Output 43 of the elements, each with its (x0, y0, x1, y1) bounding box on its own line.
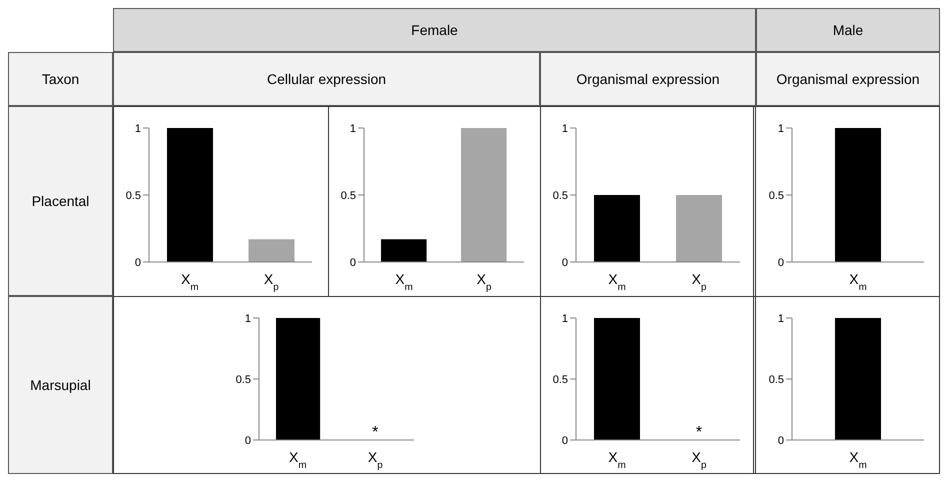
y-tick-label: 0.5 (552, 374, 568, 386)
text: Organismal expression (776, 71, 920, 87)
x-tick-label: X$_{m}$ (849, 449, 867, 470)
y-tick-label: 0 (778, 434, 784, 447)
y-tick-label: 0 (134, 256, 141, 269)
x-tick-label: X$_{p}$ (692, 271, 707, 292)
x-tick-label: X$_{p}$ (264, 271, 280, 292)
y-tick-label: 1 (350, 122, 356, 135)
text: Marsupial (30, 377, 91, 393)
text: Cellular expression (266, 71, 386, 87)
x-tick-label: X$_{p}$ (476, 271, 492, 292)
x-tick-label: X$_{m}$ (288, 449, 307, 470)
y-tick-label: 0 (562, 434, 568, 447)
text: Female (411, 22, 458, 38)
annotation: * (696, 424, 702, 441)
x-tick-label: X$_{m}$ (608, 271, 626, 292)
y-tick-label: 0.5 (340, 190, 356, 202)
y-tick-label: 1 (244, 312, 251, 325)
y-tick-label: 0 (778, 256, 784, 269)
annotation: * (372, 424, 378, 441)
text: Placental (32, 193, 90, 209)
y-tick-label: 0 (244, 434, 251, 447)
y-tick-label: 0.5 (768, 374, 784, 386)
x-tick-label: X$_{m}$ (849, 271, 867, 292)
y-tick-label: 1 (562, 312, 568, 325)
y-tick-label: 0 (562, 256, 568, 269)
y-tick-label: 0.5 (236, 374, 251, 386)
y-tick-label: 1 (134, 122, 141, 135)
text: Taxon (42, 71, 80, 87)
y-tick-label: 0.5 (552, 190, 568, 202)
y-tick-label: 1 (778, 122, 784, 135)
x-tick-label: X$_{m}$ (180, 271, 199, 292)
y-tick-label: 1 (778, 312, 784, 325)
x-tick-label: X$_{p}$ (368, 449, 384, 470)
y-tick-label: 1 (562, 122, 568, 135)
y-tick-label: 0.5 (126, 190, 141, 202)
y-tick-label: 0 (350, 256, 356, 269)
x-tick-label: X$_{p}$ (692, 449, 707, 470)
text: Male (832, 22, 864, 38)
text: Organismal expression (576, 71, 720, 87)
x-tick-label: X$_{m}$ (608, 449, 626, 470)
y-tick-label: 0.5 (768, 190, 784, 202)
x-tick-label: X$_{m}$ (395, 271, 413, 292)
